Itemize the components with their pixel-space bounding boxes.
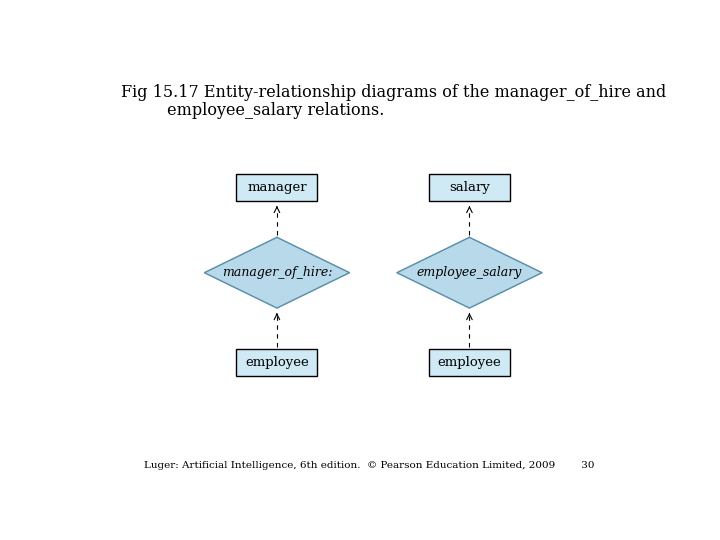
Text: employee: employee (245, 356, 309, 369)
Text: employee_salary: employee_salary (417, 266, 522, 279)
Bar (429, 174, 510, 201)
Polygon shape (397, 238, 542, 308)
Text: employee_salary relations.: employee_salary relations. (121, 102, 384, 119)
Bar (429, 349, 510, 376)
Text: manager_of_hire:: manager_of_hire: (222, 266, 332, 279)
Polygon shape (204, 238, 349, 308)
Text: employee: employee (438, 356, 501, 369)
Bar (236, 174, 318, 201)
Text: manager: manager (247, 181, 307, 194)
Text: Fig 15.17 Entity-relationship diagrams of the manager_of_hire and: Fig 15.17 Entity-relationship diagrams o… (121, 84, 666, 100)
Bar (236, 349, 318, 376)
Text: Luger: Artificial Intelligence, 6th edition.  © Pearson Education Limited, 2009 : Luger: Artificial Intelligence, 6th edit… (144, 461, 594, 470)
Text: salary: salary (449, 181, 490, 194)
